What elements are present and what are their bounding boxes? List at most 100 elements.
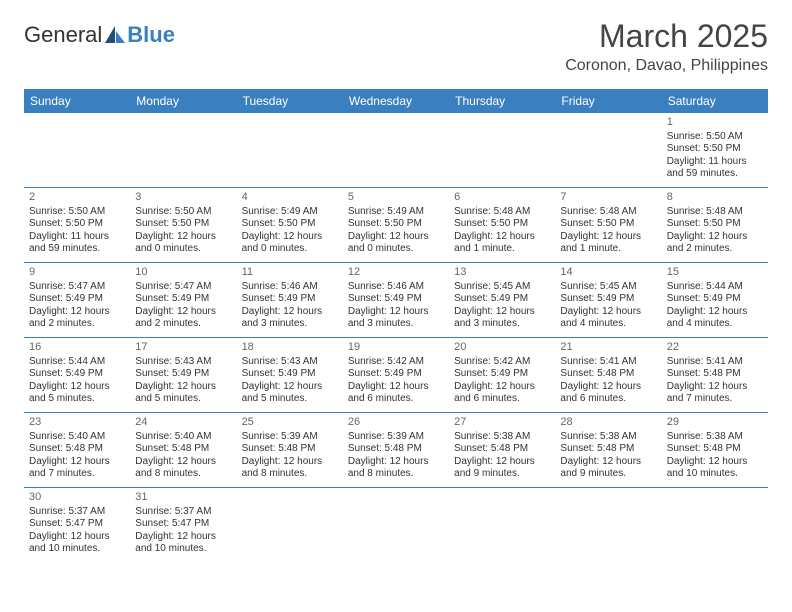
calendar-cell: 25Sunrise: 5:39 AMSunset: 5:48 PMDayligh… <box>237 413 343 487</box>
daylight-text: Daylight: 12 hours and 2 minutes. <box>135 306 231 331</box>
day-number: 23 <box>29 416 125 430</box>
daylight-text: Daylight: 12 hours and 0 minutes. <box>135 231 231 256</box>
calendar-cell-empty <box>449 113 555 187</box>
sunrise-text: Sunrise: 5:38 AM <box>667 431 763 444</box>
day-number: 16 <box>29 341 125 355</box>
calendar-week: 9Sunrise: 5:47 AMSunset: 5:49 PMDaylight… <box>24 263 768 338</box>
daylight-text: Daylight: 12 hours and 10 minutes. <box>135 531 231 556</box>
daylight-text: Daylight: 12 hours and 1 minute. <box>560 231 656 256</box>
calendar-cell: 28Sunrise: 5:38 AMSunset: 5:48 PMDayligh… <box>555 413 661 487</box>
calendar-cell: 5Sunrise: 5:49 AMSunset: 5:50 PMDaylight… <box>343 188 449 262</box>
calendar-week: 1Sunrise: 5:50 AMSunset: 5:50 PMDaylight… <box>24 113 768 188</box>
daylight-text: Daylight: 12 hours and 7 minutes. <box>29 456 125 481</box>
sunrise-text: Sunrise: 5:41 AM <box>667 356 763 369</box>
day-number: 15 <box>667 266 763 280</box>
calendar-week: 30Sunrise: 5:37 AMSunset: 5:47 PMDayligh… <box>24 488 768 562</box>
sunrise-text: Sunrise: 5:45 AM <box>454 281 550 294</box>
daylight-text: Daylight: 12 hours and 3 minutes. <box>242 306 338 331</box>
sunrise-text: Sunrise: 5:50 AM <box>135 206 231 219</box>
calendar-cell: 15Sunrise: 5:44 AMSunset: 5:49 PMDayligh… <box>662 263 768 337</box>
daylight-text: Daylight: 12 hours and 9 minutes. <box>454 456 550 481</box>
day-number: 26 <box>348 416 444 430</box>
month-title: March 2025 <box>565 18 768 55</box>
day-number: 12 <box>348 266 444 280</box>
sunset-text: Sunset: 5:49 PM <box>242 293 338 306</box>
daylight-text: Daylight: 12 hours and 10 minutes. <box>29 531 125 556</box>
calendar-cell: 19Sunrise: 5:42 AMSunset: 5:49 PMDayligh… <box>343 338 449 412</box>
calendar-cell: 2Sunrise: 5:50 AMSunset: 5:50 PMDaylight… <box>24 188 130 262</box>
calendar-cell-empty <box>343 488 449 562</box>
sunset-text: Sunset: 5:50 PM <box>667 143 763 156</box>
daylight-text: Daylight: 12 hours and 8 minutes. <box>348 456 444 481</box>
daylight-text: Daylight: 12 hours and 10 minutes. <box>667 456 763 481</box>
sunset-text: Sunset: 5:50 PM <box>454 218 550 231</box>
calendar-cell: 27Sunrise: 5:38 AMSunset: 5:48 PMDayligh… <box>449 413 555 487</box>
daylight-text: Daylight: 11 hours and 59 minutes. <box>29 231 125 256</box>
calendar-cell: 16Sunrise: 5:44 AMSunset: 5:49 PMDayligh… <box>24 338 130 412</box>
sunset-text: Sunset: 5:49 PM <box>454 293 550 306</box>
day-number: 4 <box>242 191 338 205</box>
calendar-cell-empty <box>237 113 343 187</box>
sunrise-text: Sunrise: 5:45 AM <box>560 281 656 294</box>
calendar-cell-empty <box>555 488 661 562</box>
header-row: General Blue March 2025 Coronon, Davao, … <box>24 18 768 75</box>
calendar-cell-empty <box>130 113 236 187</box>
day-number: 6 <box>454 191 550 205</box>
daylight-text: Daylight: 12 hours and 6 minutes. <box>348 381 444 406</box>
day-header-mon: Monday <box>130 89 236 113</box>
sunset-text: Sunset: 5:49 PM <box>667 293 763 306</box>
sunset-text: Sunset: 5:50 PM <box>560 218 656 231</box>
calendar-cell: 26Sunrise: 5:39 AMSunset: 5:48 PMDayligh… <box>343 413 449 487</box>
sunrise-text: Sunrise: 5:47 AM <box>29 281 125 294</box>
daylight-text: Daylight: 12 hours and 7 minutes. <box>667 381 763 406</box>
logo-text-2: Blue <box>127 22 175 48</box>
sunset-text: Sunset: 5:50 PM <box>348 218 444 231</box>
calendar-cell: 9Sunrise: 5:47 AMSunset: 5:49 PMDaylight… <box>24 263 130 337</box>
sunset-text: Sunset: 5:48 PM <box>667 443 763 456</box>
day-number: 21 <box>560 341 656 355</box>
daylight-text: Daylight: 12 hours and 6 minutes. <box>454 381 550 406</box>
daylight-text: Daylight: 12 hours and 5 minutes. <box>135 381 231 406</box>
sunrise-text: Sunrise: 5:38 AM <box>560 431 656 444</box>
day-number: 1 <box>667 116 763 130</box>
daylight-text: Daylight: 12 hours and 3 minutes. <box>454 306 550 331</box>
day-header-tue: Tuesday <box>237 89 343 113</box>
calendar-cell: 3Sunrise: 5:50 AMSunset: 5:50 PMDaylight… <box>130 188 236 262</box>
day-number: 27 <box>454 416 550 430</box>
day-number: 29 <box>667 416 763 430</box>
calendar-cell: 23Sunrise: 5:40 AMSunset: 5:48 PMDayligh… <box>24 413 130 487</box>
calendar-cell: 14Sunrise: 5:45 AMSunset: 5:49 PMDayligh… <box>555 263 661 337</box>
sunrise-text: Sunrise: 5:44 AM <box>29 356 125 369</box>
sunset-text: Sunset: 5:48 PM <box>560 443 656 456</box>
logo-sail-icon <box>104 25 126 45</box>
daylight-text: Daylight: 12 hours and 4 minutes. <box>667 306 763 331</box>
calendar-cell: 1Sunrise: 5:50 AMSunset: 5:50 PMDaylight… <box>662 113 768 187</box>
sunset-text: Sunset: 5:50 PM <box>667 218 763 231</box>
calendar-cell-empty <box>662 488 768 562</box>
day-number: 11 <box>242 266 338 280</box>
daylight-text: Daylight: 12 hours and 3 minutes. <box>348 306 444 331</box>
day-number: 24 <box>135 416 231 430</box>
day-number: 5 <box>348 191 444 205</box>
calendar-cell: 11Sunrise: 5:46 AMSunset: 5:49 PMDayligh… <box>237 263 343 337</box>
daylight-text: Daylight: 12 hours and 8 minutes. <box>135 456 231 481</box>
calendar-cell: 18Sunrise: 5:43 AMSunset: 5:49 PMDayligh… <box>237 338 343 412</box>
daylight-text: Daylight: 11 hours and 59 minutes. <box>667 156 763 181</box>
sunrise-text: Sunrise: 5:50 AM <box>667 131 763 144</box>
calendar-cell: 21Sunrise: 5:41 AMSunset: 5:48 PMDayligh… <box>555 338 661 412</box>
calendar-cell: 29Sunrise: 5:38 AMSunset: 5:48 PMDayligh… <box>662 413 768 487</box>
sunrise-text: Sunrise: 5:39 AM <box>242 431 338 444</box>
calendar-cell: 31Sunrise: 5:37 AMSunset: 5:47 PMDayligh… <box>130 488 236 562</box>
day-number: 25 <box>242 416 338 430</box>
day-number: 30 <box>29 491 125 505</box>
day-number: 3 <box>135 191 231 205</box>
calendar-cell: 20Sunrise: 5:42 AMSunset: 5:49 PMDayligh… <box>449 338 555 412</box>
day-header-sat: Saturday <box>662 89 768 113</box>
calendar-cell-empty <box>555 113 661 187</box>
sunset-text: Sunset: 5:47 PM <box>135 518 231 531</box>
sunrise-text: Sunrise: 5:38 AM <box>454 431 550 444</box>
calendar-week: 16Sunrise: 5:44 AMSunset: 5:49 PMDayligh… <box>24 338 768 413</box>
location-subtitle: Coronon, Davao, Philippines <box>565 57 768 75</box>
sunset-text: Sunset: 5:49 PM <box>560 293 656 306</box>
sunrise-text: Sunrise: 5:46 AM <box>348 281 444 294</box>
